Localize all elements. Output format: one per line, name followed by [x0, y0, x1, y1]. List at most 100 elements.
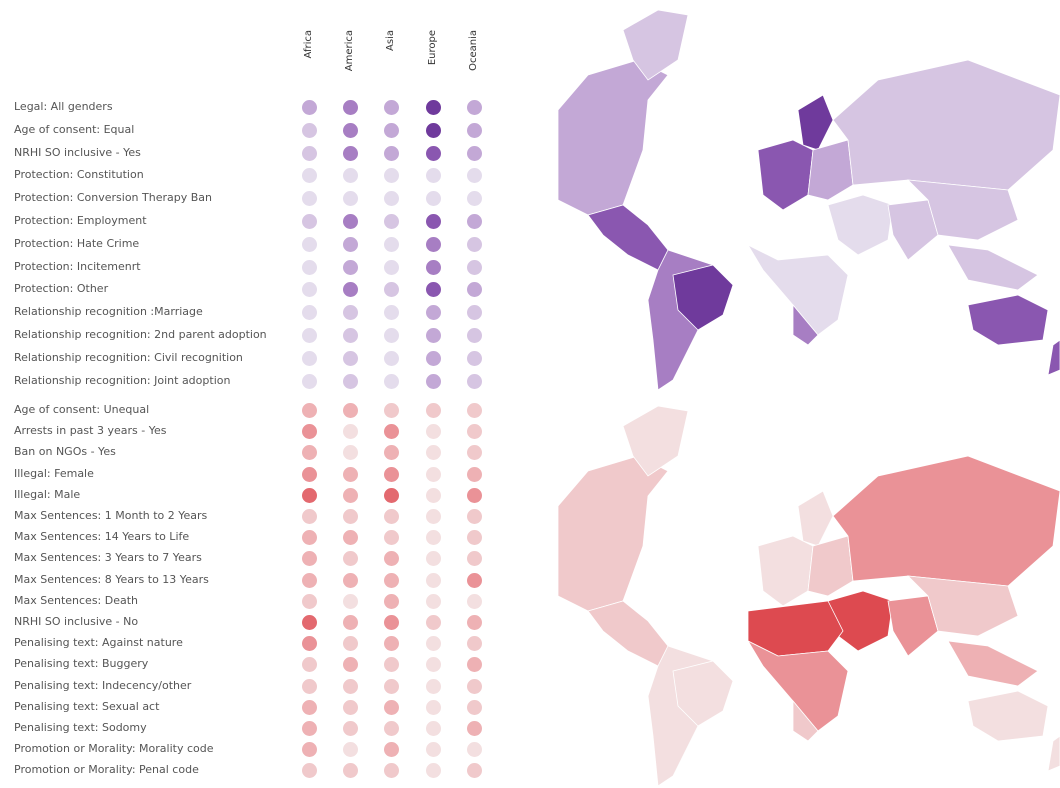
map-region-middle-east[interactable]: [827, 194, 894, 256]
value-dot-africa[interactable]: [302, 145, 317, 161]
map-region-east-asia[interactable]: [906, 575, 1019, 637]
value-dot-africa[interactable]: [302, 424, 317, 440]
value-dot-oceania[interactable]: [467, 615, 482, 630]
value-dot-oceania[interactable]: [467, 593, 482, 609]
value-dot-america[interactable]: [343, 763, 358, 779]
value-dot-europe[interactable]: [426, 699, 441, 715]
map-region-western-europe[interactable]: [757, 535, 814, 607]
value-dot-asia[interactable]: [384, 593, 399, 609]
value-dot-africa[interactable]: [302, 530, 317, 546]
value-dot-europe[interactable]: [426, 168, 441, 184]
value-dot-america[interactable]: [343, 305, 358, 321]
value-dot-oceania[interactable]: [467, 572, 482, 588]
value-dot-europe[interactable]: [426, 678, 441, 694]
value-dot-america[interactable]: [343, 445, 358, 461]
value-dot-asia[interactable]: [384, 236, 399, 252]
value-dot-europe[interactable]: [426, 259, 441, 275]
value-dot-america[interactable]: [343, 350, 358, 366]
value-dot-europe[interactable]: [426, 350, 441, 366]
map-region-brazil[interactable]: [672, 660, 734, 727]
value-dot-america[interactable]: [343, 615, 358, 630]
value-dot-africa[interactable]: [302, 350, 317, 366]
value-dot-oceania[interactable]: [467, 551, 482, 567]
value-dot-oceania[interactable]: [467, 350, 482, 366]
map-region-south-asia[interactable]: [887, 595, 939, 657]
value-dot-asia[interactable]: [384, 373, 399, 389]
value-dot-europe[interactable]: [426, 214, 441, 229]
value-dot-america[interactable]: [343, 466, 358, 482]
value-dot-africa[interactable]: [302, 763, 317, 779]
value-dot-oceania[interactable]: [467, 487, 482, 503]
value-dot-oceania[interactable]: [467, 742, 482, 758]
value-dot-oceania[interactable]: [467, 305, 482, 321]
value-dot-america[interactable]: [343, 191, 358, 207]
value-dot-america[interactable]: [343, 122, 358, 138]
value-dot-europe[interactable]: [426, 572, 441, 588]
value-dot-america[interactable]: [343, 236, 358, 252]
map-region-greenland[interactable]: [622, 9, 689, 81]
map-region-russia[interactable]: [832, 455, 1060, 587]
value-dot-america[interactable]: [343, 373, 358, 389]
value-dot-asia[interactable]: [384, 742, 399, 758]
map-region-north-america[interactable]: [557, 455, 669, 612]
map-region-scandinavia[interactable]: [797, 490, 834, 547]
map-region-brazil[interactable]: [672, 264, 734, 331]
value-dot-america[interactable]: [343, 424, 358, 440]
value-dot-asia[interactable]: [384, 721, 399, 736]
value-dot-oceania[interactable]: [467, 699, 482, 715]
value-dot-africa[interactable]: [302, 721, 317, 736]
value-dot-africa[interactable]: [302, 615, 317, 630]
value-dot-asia[interactable]: [384, 551, 399, 567]
value-dot-europe[interactable]: [426, 721, 441, 736]
value-dot-america[interactable]: [343, 403, 358, 418]
value-dot-africa[interactable]: [302, 657, 317, 673]
value-dot-europe[interactable]: [426, 487, 441, 503]
legal-rights-world-map[interactable]: [548, 0, 1060, 392]
value-dot-oceania[interactable]: [467, 236, 482, 252]
map-region-south-africa[interactable]: [792, 699, 819, 742]
value-dot-oceania[interactable]: [467, 636, 482, 652]
value-dot-oceania[interactable]: [467, 328, 482, 343]
value-dot-africa[interactable]: [302, 742, 317, 758]
map-region-africa[interactable]: [746, 244, 849, 336]
value-dot-africa[interactable]: [302, 373, 317, 389]
map-region-eastern-europe[interactable]: [807, 535, 854, 597]
value-dot-asia[interactable]: [384, 487, 399, 503]
value-dot-europe[interactable]: [426, 551, 441, 567]
value-dot-asia[interactable]: [384, 259, 399, 275]
value-dot-asia[interactable]: [384, 100, 399, 115]
value-dot-africa[interactable]: [302, 122, 317, 138]
value-dot-europe[interactable]: [426, 191, 441, 207]
value-dot-europe[interactable]: [426, 100, 441, 115]
value-dot-asia[interactable]: [384, 168, 399, 184]
value-dot-oceania[interactable]: [467, 122, 482, 138]
value-dot-asia[interactable]: [384, 636, 399, 652]
value-dot-africa[interactable]: [302, 572, 317, 588]
value-dot-africa[interactable]: [302, 403, 317, 418]
map-region-new-zealand[interactable]: [1047, 339, 1060, 376]
value-dot-europe[interactable]: [426, 145, 441, 161]
map-region-russia[interactable]: [832, 59, 1060, 191]
value-dot-africa[interactable]: [302, 259, 317, 275]
value-dot-africa[interactable]: [302, 191, 317, 207]
value-dot-oceania[interactable]: [467, 100, 482, 115]
value-dot-america[interactable]: [343, 699, 358, 715]
value-dot-asia[interactable]: [384, 678, 399, 694]
value-dot-africa[interactable]: [302, 593, 317, 609]
value-dot-europe[interactable]: [426, 657, 441, 673]
value-dot-europe[interactable]: [426, 615, 441, 630]
map-region-central-america[interactable]: [587, 204, 669, 271]
value-dot-asia[interactable]: [384, 572, 399, 588]
value-dot-asia[interactable]: [384, 350, 399, 366]
map-region-greenland[interactable]: [622, 405, 689, 477]
value-dot-america[interactable]: [343, 657, 358, 673]
value-dot-asia[interactable]: [384, 282, 399, 298]
value-dot-oceania[interactable]: [467, 721, 482, 736]
value-dot-asia[interactable]: [384, 466, 399, 482]
value-dot-asia[interactable]: [384, 214, 399, 229]
value-dot-europe[interactable]: [426, 509, 441, 524]
value-dot-asia[interactable]: [384, 657, 399, 673]
value-dot-asia[interactable]: [384, 328, 399, 343]
value-dot-oceania[interactable]: [467, 145, 482, 161]
value-dot-america[interactable]: [343, 572, 358, 588]
